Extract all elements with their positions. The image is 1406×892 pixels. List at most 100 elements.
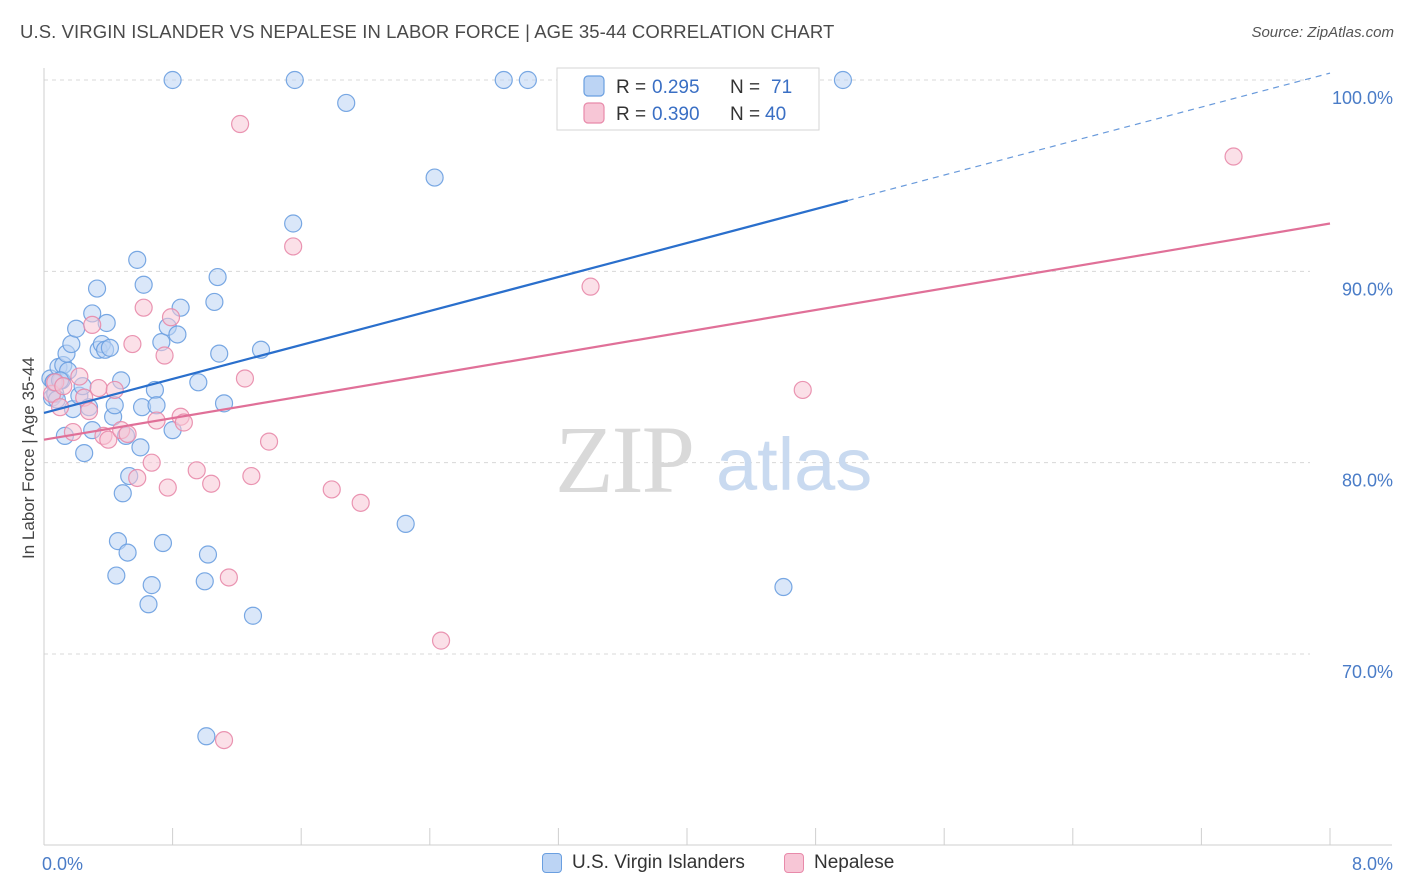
point-nepalese-36: [431, 631, 451, 650]
legend-r-label-2: R =: [616, 104, 651, 125]
point-virgin-islanders-61: [285, 70, 304, 90]
watermark-zip: ZIP: [555, 406, 693, 513]
point-nepalese-5: [70, 367, 89, 386]
point-virgin-islanders-31: [113, 484, 132, 503]
point-virgin-islanders-27: [105, 396, 124, 415]
series-nepalese: [42, 114, 1243, 750]
trend-lines: [43, 72, 1331, 441]
grid-lines: [44, 79, 1310, 655]
point-virgin-islanders-28: [107, 566, 126, 585]
point-nepalese-25: [187, 461, 206, 480]
legend-r-label-1: R =: [616, 77, 651, 98]
point-virgin-islanders-44: [153, 533, 173, 553]
y-tick-label-90: 90.0%: [1342, 279, 1393, 299]
point-virgin-islanders-68: [833, 70, 853, 90]
point-virgin-islanders-47: [168, 325, 187, 344]
point-virgin-islanders-36: [131, 438, 150, 457]
point-virgin-islanders-33: [118, 543, 137, 562]
point-nepalese-24: [174, 413, 193, 432]
point-nepalese-27: [214, 730, 234, 750]
point-virgin-islanders-54: [205, 292, 224, 312]
watermark: ZIP atlas: [555, 406, 872, 513]
point-nepalese-29: [231, 114, 250, 134]
point-virgin-islanders-57: [214, 394, 234, 413]
legend-swatch-blue: [583, 75, 605, 97]
point-virgin-islanders-55: [208, 267, 227, 287]
point-virgin-islanders-60: [284, 214, 303, 233]
point-nepalese-26: [202, 474, 221, 493]
source-label: Source: ZipAtlas.com: [1251, 24, 1394, 41]
point-virgin-islanders-63: [396, 514, 415, 533]
point-virgin-islanders-58: [243, 606, 263, 625]
point-nepalese-8: [83, 315, 102, 335]
point-nepalese-21: [158, 478, 177, 497]
swatch-blue-icon: [542, 853, 562, 873]
legend-n-value-1: 71: [771, 77, 792, 98]
point-nepalese-28: [219, 568, 238, 587]
point-nepalese-15: [123, 334, 142, 354]
point-nepalese-38: [793, 380, 812, 400]
bottom-legend-item-virgin-islanders: U.S. Virgin Islanders: [542, 852, 745, 874]
point-nepalese-9: [89, 378, 108, 398]
legend-n-label-1: N =: [730, 77, 765, 98]
point-virgin-islanders-67: [774, 577, 793, 597]
point-virgin-islanders-42: [147, 396, 166, 415]
point-nepalese-4: [63, 422, 83, 442]
legend-swatch-pink: [583, 102, 605, 124]
bottom-legend-label-1: U.S. Virgin Islanders: [572, 852, 745, 873]
point-virgin-islanders-56: [210, 344, 229, 363]
point-virgin-islanders-25: [100, 338, 120, 357]
y-axis-label: In Labor Force | Age 35-44: [19, 357, 38, 559]
y-tick-label-80: 80.0%: [1342, 471, 1393, 491]
point-virgin-islanders-20: [87, 279, 107, 298]
point-virgin-islanders-62: [337, 93, 356, 113]
trend-line-virgin-islanders: [43, 199, 849, 414]
point-nepalese-32: [259, 432, 279, 451]
x-tick-label-1: 8.0%: [1352, 854, 1393, 874]
swatch-pink-icon: [784, 853, 804, 873]
point-nepalese-3: [54, 377, 73, 396]
point-nepalese-20: [155, 346, 174, 365]
point-nepalese-30: [235, 369, 255, 388]
point-virgin-islanders-39: [139, 595, 158, 614]
point-virgin-islanders-13: [67, 319, 86, 338]
y-tick-label-100: 100.0%: [1332, 88, 1393, 108]
legend-r-value-2: 0.390: [652, 104, 700, 125]
point-virgin-islanders-11: [62, 334, 81, 354]
point-nepalese-18: [142, 453, 161, 472]
legend-r-value-1: 0.295: [652, 77, 700, 98]
trend-line-virgin-islanders-extension: [847, 72, 1331, 202]
point-nepalese-37: [581, 277, 600, 296]
chart-title: U.S. VIRGIN ISLANDER VS NEPALESE IN LABO…: [20, 21, 835, 42]
point-nepalese-17: [134, 298, 153, 317]
x-tick-label-0: 0.0%: [42, 854, 83, 874]
point-nepalese-35: [351, 493, 370, 512]
point-virgin-islanders-64: [425, 168, 444, 187]
bottom-legend: U.S. Virgin Islanders Nepalese: [0, 852, 1406, 878]
point-nepalese-39: [1224, 147, 1243, 166]
trend-line-nepalese: [43, 222, 1331, 441]
axes: 70.0% 80.0% 90.0% 100.0% 0.0% 8.0%: [42, 68, 1393, 874]
y-tick-label-70: 70.0%: [1342, 662, 1393, 682]
point-nepalese-14: [118, 424, 137, 444]
point-nepalese-11: [99, 430, 118, 449]
watermark-atlas: atlas: [716, 423, 872, 506]
point-virgin-islanders-16: [75, 444, 94, 463]
bottom-legend-item-nepalese: Nepalese: [784, 852, 894, 874]
legend-n-label-2: N =: [730, 104, 765, 125]
point-virgin-islanders-35: [128, 250, 147, 269]
point-virgin-islanders-51: [195, 572, 214, 591]
point-nepalese-22: [161, 308, 181, 327]
point-virgin-islanders-40: [142, 576, 161, 595]
point-virgin-islanders-53: [198, 545, 218, 564]
point-nepalese-16: [128, 468, 147, 488]
point-nepalese-31: [242, 466, 261, 486]
legend-n-value-2: 40: [765, 104, 786, 125]
legend: R = 0.295 N = 71 R = 0.390 N = 40: [556, 67, 820, 131]
point-virgin-islanders-49: [163, 70, 182, 90]
point-nepalese-33: [284, 237, 303, 256]
bottom-legend-label-2: Nepalese: [814, 852, 895, 873]
point-virgin-islanders-52: [197, 727, 216, 746]
point-nepalese-7: [79, 401, 99, 421]
